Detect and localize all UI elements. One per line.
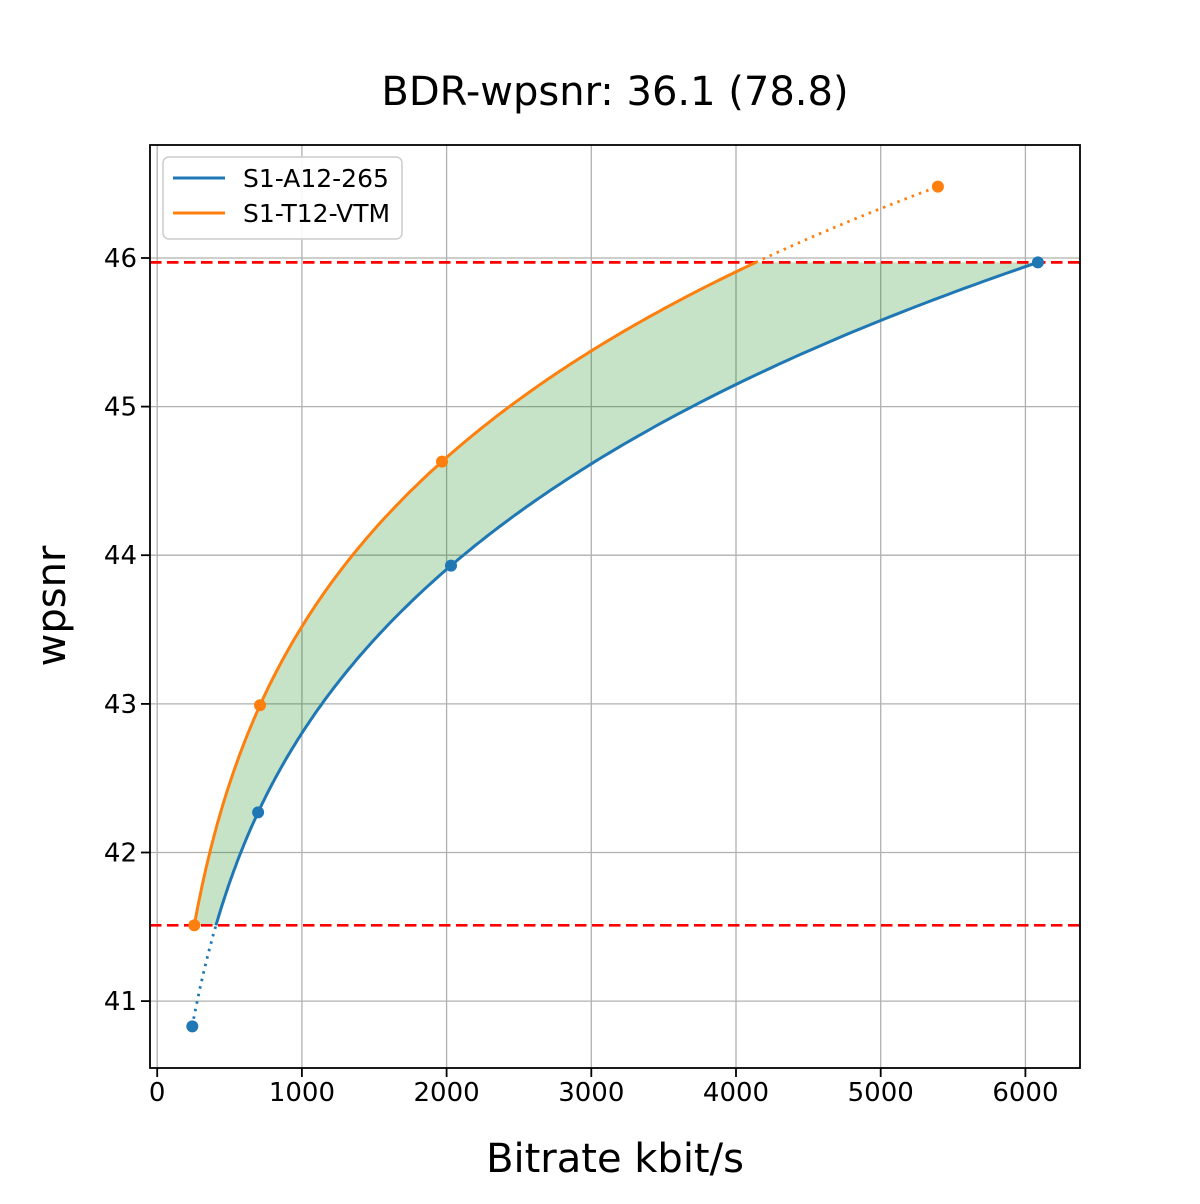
series-line-dotted-S1-T12-VTM <box>755 185 939 264</box>
chart-title: BDR-wpsnr: 36.1 (78.8) <box>381 69 848 115</box>
y-axis-label: wpsnr <box>29 545 75 666</box>
series-line-dotted-S1-A12-265 <box>190 924 218 1027</box>
y-tick-label-45: 45 <box>104 393 137 423</box>
legend-label-S1-T12-VTM: S1-T12-VTM <box>243 199 390 228</box>
y-tick-label-44: 44 <box>104 541 137 571</box>
overlap-reflines-layer <box>150 261 1080 927</box>
x-tick-label-6000: 6000 <box>992 1078 1058 1108</box>
y-tick-label-46: 46 <box>104 244 137 274</box>
series-line-S1-T12-VTM <box>192 261 757 926</box>
marker-layer <box>186 180 1044 1033</box>
x-tick-label-1000: 1000 <box>269 1078 335 1108</box>
x-tick-label-0: 0 <box>149 1078 166 1108</box>
y-tick-label-41: 41 <box>104 987 137 1017</box>
marker-S1-A12-265-1 <box>252 806 265 819</box>
axes-layer: 0 1000 2000 3000 4000 5000 6000 41 42 43 44 45 46 <box>104 144 1081 1108</box>
marker-S1-T12-VTM-3 <box>931 180 944 193</box>
marker-S1-A12-265-2 <box>445 559 457 572</box>
plot-spines <box>149 144 1081 1069</box>
marker-S1-T12-VTM-0 <box>188 919 201 932</box>
grid-layer <box>150 145 1080 1068</box>
legend: S1-A12-265 S1-T12-VTM <box>162 156 403 240</box>
marker-S1-T12-VTM-1 <box>254 699 266 712</box>
bd-overlap-region-layer <box>194 262 1038 926</box>
marker-S1-A12-265-0 <box>186 1020 199 1033</box>
marker-S1-A12-265-3 <box>1031 256 1044 269</box>
legend-label-S1-A12-265: S1-A12-265 <box>243 164 389 193</box>
series-line-S1-A12-265 <box>214 260 1039 926</box>
x-tick-label-3000: 3000 <box>558 1078 624 1108</box>
x-tick-label-4000: 4000 <box>703 1078 769 1108</box>
series-layer <box>190 185 1039 1027</box>
y-tick-label-42: 42 <box>104 839 137 869</box>
x-tick-label-2000: 2000 <box>414 1078 480 1108</box>
bd-overlap-region <box>194 262 1038 926</box>
x-axis-label: Bitrate kbit/s <box>486 1136 744 1182</box>
x-tick-label-5000: 5000 <box>848 1078 914 1108</box>
y-tick-label-43: 43 <box>104 690 137 720</box>
marker-S1-T12-VTM-2 <box>436 455 448 468</box>
